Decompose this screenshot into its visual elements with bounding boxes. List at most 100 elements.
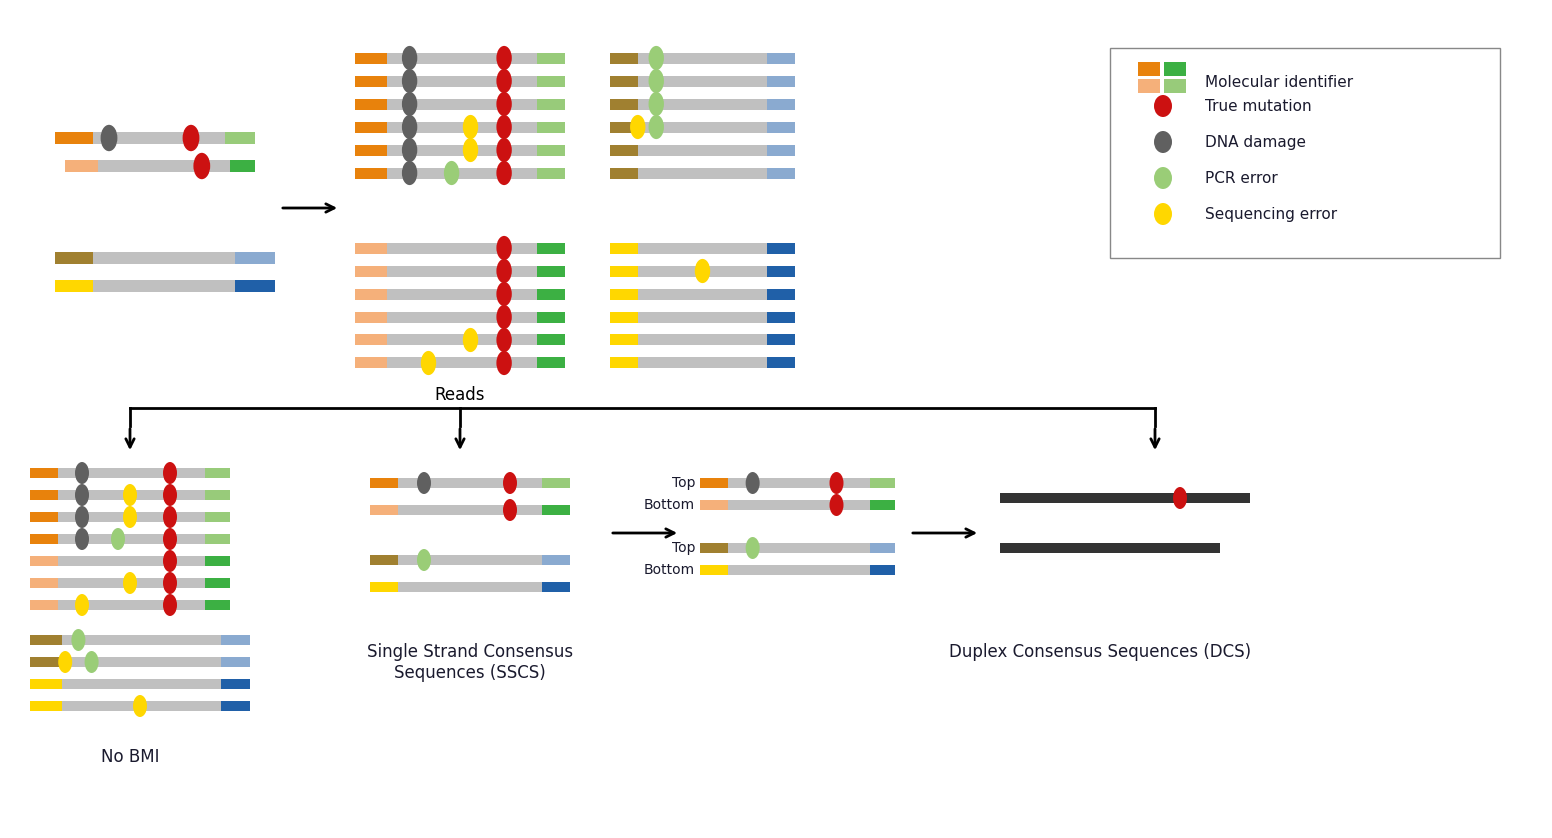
Bar [700, 543, 728, 553]
Ellipse shape [402, 138, 417, 162]
Bar [205, 534, 230, 544]
Bar [29, 657, 62, 667]
Ellipse shape [71, 629, 85, 651]
Ellipse shape [497, 69, 512, 93]
Ellipse shape [497, 351, 512, 375]
Bar [537, 122, 565, 132]
Ellipse shape [1155, 95, 1172, 117]
Bar [355, 266, 386, 277]
Bar [610, 53, 795, 64]
Bar [355, 144, 565, 156]
Bar [537, 266, 565, 277]
Bar [65, 160, 98, 172]
Bar [369, 478, 570, 488]
Ellipse shape [503, 499, 517, 521]
Bar [355, 358, 386, 369]
Bar [700, 500, 728, 510]
Ellipse shape [497, 92, 512, 116]
Bar [369, 555, 397, 565]
Bar [29, 635, 250, 645]
Bar [54, 252, 93, 264]
Ellipse shape [503, 472, 517, 494]
Ellipse shape [402, 115, 417, 139]
Bar [610, 266, 638, 277]
Bar [610, 53, 638, 64]
Bar [29, 468, 57, 478]
Bar [610, 288, 795, 299]
Bar [355, 242, 565, 254]
Ellipse shape [163, 462, 177, 484]
Ellipse shape [462, 115, 478, 139]
Ellipse shape [421, 351, 436, 375]
Bar [29, 468, 230, 478]
Ellipse shape [163, 528, 177, 550]
Ellipse shape [497, 115, 512, 139]
Ellipse shape [497, 46, 512, 70]
Bar [610, 122, 638, 132]
Bar [355, 242, 386, 254]
Ellipse shape [163, 594, 177, 616]
Bar [700, 500, 896, 510]
Bar [610, 288, 638, 299]
Bar [542, 505, 570, 515]
Bar [220, 701, 250, 711]
Bar [234, 280, 275, 292]
Bar [29, 679, 250, 689]
Bar [225, 132, 255, 144]
Ellipse shape [85, 651, 99, 673]
Bar [369, 478, 397, 488]
Ellipse shape [497, 161, 512, 185]
Ellipse shape [112, 528, 126, 550]
Text: Top: Top [672, 476, 695, 490]
Text: Bottom: Bottom [644, 563, 695, 577]
Bar [369, 555, 570, 565]
Text: No BMI: No BMI [101, 748, 160, 766]
Text: DNA damage: DNA damage [1204, 135, 1305, 149]
Bar [355, 334, 565, 345]
Bar [767, 168, 795, 178]
Bar [767, 53, 795, 64]
Ellipse shape [497, 282, 512, 306]
Ellipse shape [123, 506, 137, 528]
Ellipse shape [417, 549, 431, 571]
Bar [29, 556, 57, 566]
Text: Top: Top [672, 541, 695, 555]
Ellipse shape [1155, 167, 1172, 189]
Bar [54, 252, 275, 264]
Bar [610, 99, 638, 110]
Bar [29, 578, 57, 588]
Bar [29, 600, 57, 610]
Bar [355, 99, 565, 110]
Bar [767, 266, 795, 277]
Bar [369, 505, 570, 515]
Bar [355, 168, 565, 178]
Bar [355, 53, 386, 64]
Bar [29, 534, 230, 544]
Ellipse shape [444, 161, 459, 185]
Ellipse shape [829, 472, 843, 494]
Bar [767, 122, 795, 132]
Ellipse shape [74, 506, 88, 528]
Bar [610, 168, 638, 178]
Bar [355, 99, 386, 110]
Bar [54, 280, 275, 292]
Ellipse shape [745, 537, 759, 559]
Bar [355, 288, 565, 299]
Ellipse shape [649, 46, 664, 70]
Bar [999, 543, 1220, 553]
Ellipse shape [74, 484, 88, 506]
Ellipse shape [163, 572, 177, 594]
Bar [537, 53, 565, 64]
Bar [610, 242, 638, 254]
Text: PCR error: PCR error [1204, 170, 1277, 185]
Ellipse shape [462, 138, 478, 162]
Ellipse shape [649, 92, 664, 116]
Ellipse shape [695, 259, 711, 283]
Bar [29, 490, 57, 500]
Bar [700, 478, 896, 488]
Bar [1164, 79, 1186, 93]
Bar [355, 122, 565, 132]
Ellipse shape [1155, 203, 1172, 225]
Bar [767, 358, 795, 369]
Bar [355, 288, 386, 299]
